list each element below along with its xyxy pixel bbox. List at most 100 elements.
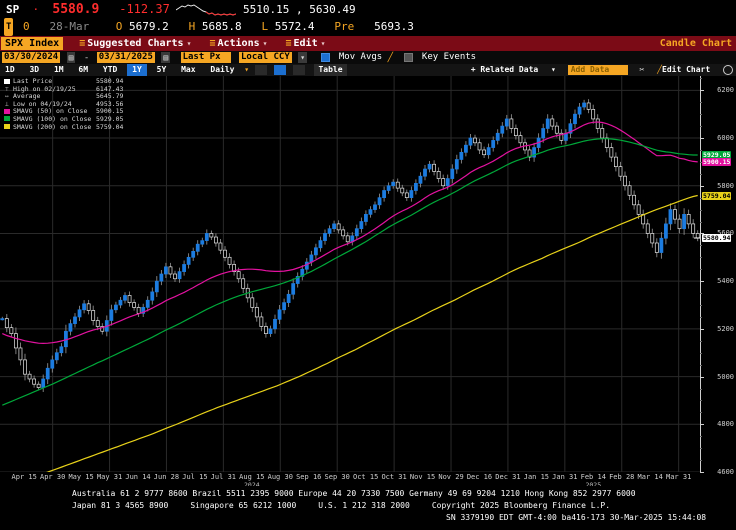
range-tab-1d[interactable]: 1D: [5, 65, 15, 74]
candle-body: [9, 327, 14, 334]
candle-body: [18, 347, 23, 361]
scissors-icon[interactable]: ✂: [639, 65, 645, 74]
price-badge: 5900.15: [702, 157, 732, 166]
mov-avgs-checkbox[interactable]: [321, 52, 331, 62]
candle-body: [114, 304, 118, 311]
intraday-sparkline: [176, 3, 237, 17]
y-axis-tick: [700, 472, 704, 473]
y-axis-tick: [700, 185, 704, 187]
edit-chart-label: Edit Chart: [662, 65, 711, 74]
candle-body: [227, 256, 232, 265]
price-chart[interactable]: Last Price 5580.94 ⊤ High on 02/19/25 6147.4…: [0, 76, 736, 489]
candle-body: [591, 109, 596, 120]
candle-body: [59, 346, 64, 354]
chart-type-label: Candle Chart: [659, 38, 732, 49]
x-axis-tick-label: Mar 31: [666, 473, 692, 481]
candle-body: [486, 147, 491, 156]
line-chart-icon[interactable]: [254, 65, 267, 75]
candle-body: [391, 181, 396, 187]
end-date-input[interactable]: 03/31/2025: [96, 52, 155, 63]
range-tab-1m[interactable]: 1M: [53, 65, 64, 74]
range-tab-max[interactable]: Max: [181, 65, 196, 74]
period-select[interactable]: Daily: [210, 65, 235, 74]
candle-body: [41, 378, 46, 388]
candle-body: [186, 256, 191, 265]
candle-body: [473, 137, 477, 144]
key-events-checkbox[interactable]: [404, 52, 414, 62]
ticker-symbol[interactable]: SP: [6, 3, 20, 16]
footer-line-2: Japan 81 3 4565 8900 Singapore 65 6212 10…: [72, 500, 610, 512]
candle-body: [491, 140, 496, 148]
right-controls-group: + Related Data ▾ Add Data ✂ ╱Edit Chart: [467, 64, 733, 76]
y-axis-minor-tick: [700, 293, 702, 295]
candle-chart-icon[interactable]: [273, 65, 286, 75]
related-data-caret-icon[interactable]: ▾: [551, 65, 556, 74]
y-axis-tick-label: 5600: [717, 229, 734, 237]
x-axis-tick-label: Aug 15: [239, 473, 265, 481]
y-axis-minor-tick: [700, 209, 702, 211]
currency-dropdown-icon[interactable]: ▾: [298, 52, 308, 63]
chevron-down-icon: ▾: [320, 39, 326, 48]
y-axis-minor-tick: [700, 78, 702, 80]
candle-body: [341, 229, 346, 237]
y-axis-minor-tick: [700, 400, 702, 402]
candle-body: [77, 309, 82, 318]
menu-actions[interactable]: ≡ Actions ▾: [209, 36, 267, 51]
menu-suggested-charts[interactable]: ≡ Suggested Charts ▾: [79, 36, 191, 51]
candle-body: [627, 185, 632, 196]
candle-body: [568, 123, 573, 134]
y-axis-minor-tick: [700, 149, 702, 151]
x-axis-tick-label: Jul 31: [210, 473, 237, 481]
table-button[interactable]: Table: [314, 64, 347, 76]
range-tab-1y[interactable]: 1Y: [127, 64, 147, 76]
candle-body: [250, 297, 255, 308]
candle-body: [218, 242, 223, 251]
candle-body: [232, 264, 236, 272]
x-axis-tick-label: Feb 28: [609, 473, 635, 481]
plot-area[interactable]: Last Price 5580.94 ⊤ High on 02/19/25 6147.4…: [0, 76, 700, 487]
pre-label: Pre: [334, 20, 355, 33]
candle-body: [54, 352, 59, 361]
pencil-icon[interactable]: ╱: [387, 53, 394, 63]
x-axis-year-label: 2025: [585, 481, 602, 489]
candle-body: [664, 223, 668, 239]
start-date-input[interactable]: 03/30/2024: [2, 52, 61, 63]
chart-type-more-icon[interactable]: [292, 65, 305, 75]
candle-body: [368, 209, 373, 215]
related-data-button[interactable]: + Related Data: [470, 65, 539, 74]
candle-body: [154, 280, 159, 293]
range-low: 5510.15: [243, 3, 290, 16]
end-date-calendar-icon[interactable]: ▤: [161, 52, 171, 63]
candle-body: [600, 128, 605, 139]
period-dropdown-icon[interactable]: ▾: [244, 65, 250, 74]
range-tab-6m[interactable]: 6M: [78, 65, 89, 74]
x-axis-tick-label: May 31: [96, 473, 123, 481]
range-tab-5y[interactable]: 5Y: [156, 65, 167, 74]
range-tab-ytd[interactable]: YTD: [102, 65, 118, 74]
security-input[interactable]: SPX Index: [1, 37, 64, 50]
candle-body: [145, 299, 150, 308]
y-axis-minor-tick: [700, 388, 702, 390]
range-tab-3d[interactable]: 3D: [29, 65, 40, 74]
y-axis-minor-tick: [700, 257, 702, 259]
candle-body: [318, 240, 323, 249]
moving-average-line: [2, 138, 698, 406]
candle-body: [609, 147, 614, 158]
price-type-select[interactable]: Last Px: [180, 52, 231, 63]
add-data-input[interactable]: Add Data: [567, 65, 628, 75]
candle-body: [118, 299, 123, 306]
currency-select[interactable]: Local CCY: [238, 52, 292, 63]
y-axis-minor-tick: [700, 161, 702, 163]
candle-body: [582, 102, 586, 108]
candle-body: [86, 303, 91, 311]
price-change: -112.37: [119, 2, 170, 16]
start-date-calendar-icon[interactable]: ▤: [66, 52, 76, 63]
legend-row: ↔ Average 5645.79: [4, 93, 123, 101]
menu-edit[interactable]: ≡ Edit ▾: [285, 36, 325, 51]
candle-body: [273, 318, 277, 330]
edit-chart-button[interactable]: ╱Edit Chart: [657, 64, 710, 76]
gear-icon[interactable]: [723, 64, 733, 75]
y-axis-minor-tick: [700, 173, 702, 175]
candle-body: [418, 175, 423, 184]
